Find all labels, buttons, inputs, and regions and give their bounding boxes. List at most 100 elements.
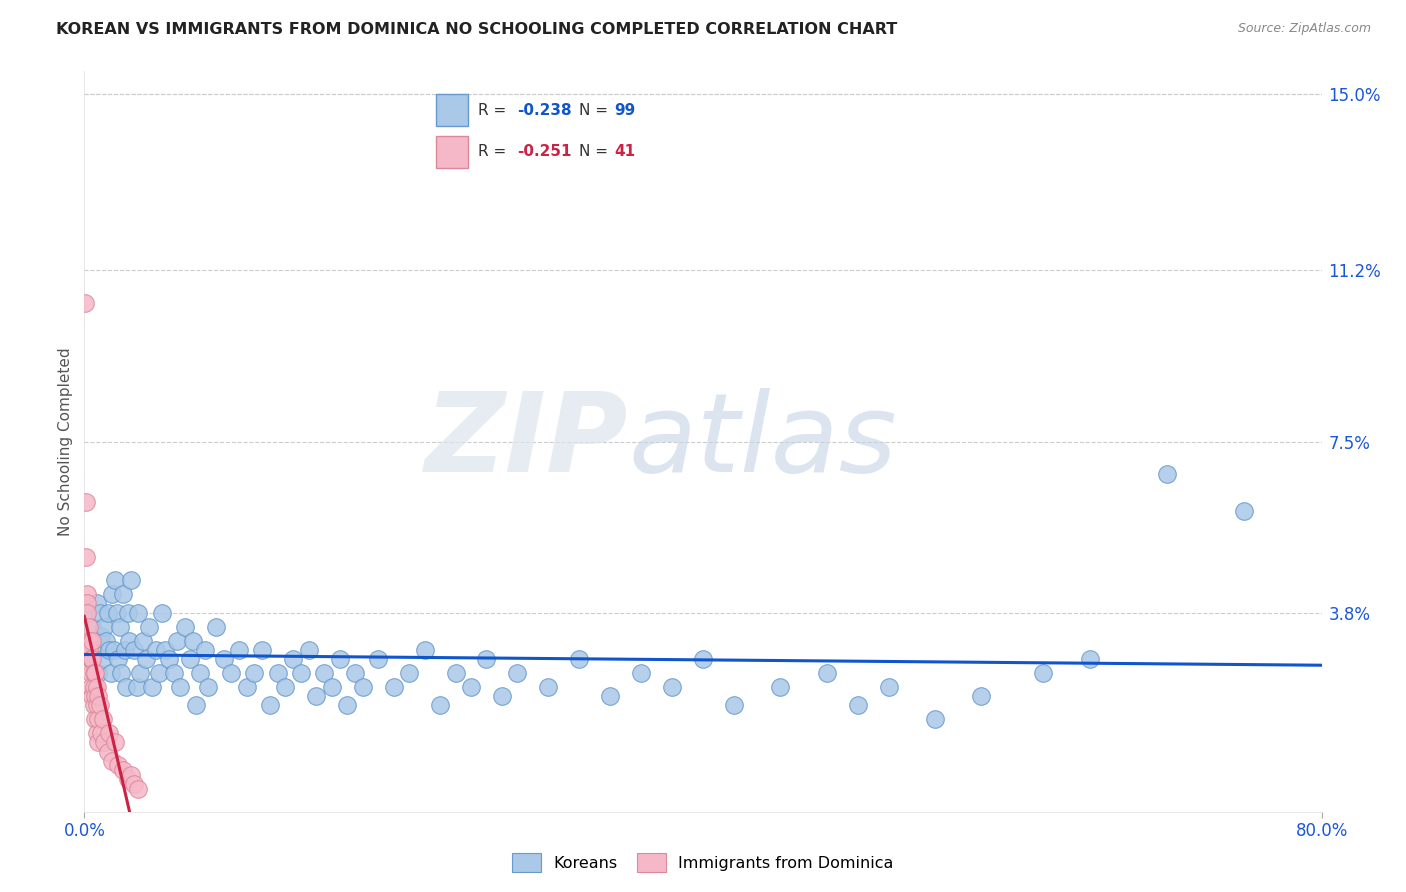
Point xyxy=(444,665,467,680)
Point xyxy=(568,652,591,666)
Point xyxy=(128,781,150,796)
Point xyxy=(259,698,281,713)
Point xyxy=(86,680,108,694)
Point xyxy=(108,619,131,633)
Point xyxy=(769,680,792,694)
Point xyxy=(84,665,107,680)
Point xyxy=(104,735,127,749)
Point xyxy=(145,642,167,657)
Point xyxy=(194,642,217,657)
Point xyxy=(221,665,243,680)
Point xyxy=(163,665,186,680)
Point xyxy=(692,652,714,666)
Point xyxy=(104,574,127,588)
Point xyxy=(87,712,110,726)
Point xyxy=(110,665,132,680)
Point xyxy=(138,619,160,633)
Point xyxy=(661,680,683,694)
Point xyxy=(79,680,101,694)
Point xyxy=(75,494,97,508)
Point xyxy=(83,642,105,657)
Point xyxy=(329,652,352,666)
Text: atlas: atlas xyxy=(628,388,897,495)
Point xyxy=(89,698,111,713)
Point xyxy=(89,606,111,620)
Point xyxy=(112,763,135,777)
Point xyxy=(506,665,529,680)
Point xyxy=(98,726,121,740)
Point xyxy=(197,680,219,694)
Point xyxy=(367,652,389,666)
Point xyxy=(267,665,290,680)
Point xyxy=(153,642,176,657)
Point xyxy=(205,619,228,633)
Point xyxy=(298,642,321,657)
Point xyxy=(184,698,207,713)
Point xyxy=(129,665,152,680)
Point xyxy=(132,633,155,648)
Point xyxy=(79,652,101,666)
Point xyxy=(83,680,105,694)
Point xyxy=(491,689,513,703)
Legend: Koreans, Immigrants from Dominica: Koreans, Immigrants from Dominica xyxy=(505,845,901,880)
Point xyxy=(460,680,482,694)
Point xyxy=(76,587,98,601)
Point xyxy=(243,665,266,680)
Point xyxy=(336,698,359,713)
Point xyxy=(87,735,110,749)
Point xyxy=(90,726,112,740)
Point xyxy=(321,680,343,694)
Point xyxy=(188,665,212,680)
Text: Source: ZipAtlas.com: Source: ZipAtlas.com xyxy=(1237,22,1371,36)
Point xyxy=(91,712,114,726)
Point xyxy=(82,689,104,703)
Point xyxy=(75,550,97,565)
Point xyxy=(815,665,838,680)
Point xyxy=(174,619,197,633)
Point xyxy=(77,633,100,648)
Point xyxy=(82,619,104,633)
Point xyxy=(236,680,259,694)
Point xyxy=(93,735,115,749)
Point xyxy=(1233,504,1256,518)
Point xyxy=(87,689,110,703)
Point xyxy=(413,642,436,657)
Point xyxy=(382,680,405,694)
Point xyxy=(122,642,145,657)
Point xyxy=(252,642,274,657)
Point xyxy=(83,698,105,713)
Point xyxy=(105,606,128,620)
Point xyxy=(475,652,498,666)
Point xyxy=(77,619,100,633)
Point xyxy=(228,642,250,657)
Point xyxy=(103,642,125,657)
Point xyxy=(86,597,108,611)
Point xyxy=(290,665,312,680)
Point xyxy=(120,767,142,781)
Point xyxy=(128,606,150,620)
Point xyxy=(429,698,451,713)
Point xyxy=(115,680,138,694)
Y-axis label: No Schooling Completed: No Schooling Completed xyxy=(58,347,73,536)
Point xyxy=(97,745,120,759)
Point xyxy=(75,295,97,310)
Point xyxy=(970,689,993,703)
Point xyxy=(82,652,104,666)
Point xyxy=(107,758,129,772)
Point xyxy=(86,726,108,740)
Point xyxy=(924,712,946,726)
Point xyxy=(135,652,157,666)
Point xyxy=(100,665,122,680)
Point xyxy=(76,606,98,620)
Point xyxy=(86,698,108,713)
Point xyxy=(166,633,188,648)
Point xyxy=(150,606,173,620)
Text: ZIP: ZIP xyxy=(425,388,628,495)
Point xyxy=(159,652,181,666)
Point xyxy=(169,680,191,694)
Point xyxy=(274,680,297,694)
Point xyxy=(77,633,100,648)
Point xyxy=(283,652,305,666)
Point xyxy=(117,606,139,620)
Point xyxy=(98,642,121,657)
